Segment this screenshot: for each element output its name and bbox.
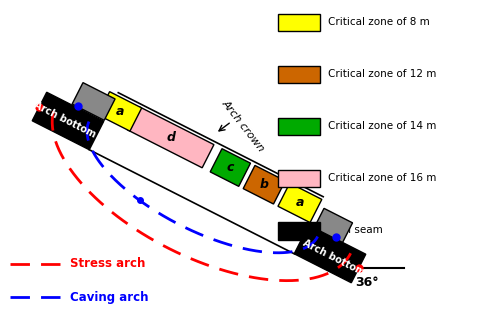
Bar xyxy=(278,66,320,83)
Text: Critical zone of 16 m: Critical zone of 16 m xyxy=(328,173,436,183)
Text: Caving arch: Caving arch xyxy=(70,291,148,304)
Text: Critical zone of 12 m: Critical zone of 12 m xyxy=(328,69,436,79)
Text: Critical zone of 14 m: Critical zone of 14 m xyxy=(328,121,436,131)
Polygon shape xyxy=(128,107,214,168)
Text: Critical zone of 8 m: Critical zone of 8 m xyxy=(328,17,429,27)
Text: b: b xyxy=(260,178,268,191)
Text: Stress arch: Stress arch xyxy=(70,257,146,270)
Bar xyxy=(278,170,320,187)
Text: 36°: 36° xyxy=(354,276,378,289)
Text: d: d xyxy=(166,131,175,144)
Text: Arch bottom: Arch bottom xyxy=(302,238,366,278)
Polygon shape xyxy=(314,208,352,243)
Polygon shape xyxy=(98,92,142,131)
Bar xyxy=(278,14,320,31)
Polygon shape xyxy=(32,92,104,150)
Polygon shape xyxy=(294,225,366,283)
Bar xyxy=(278,222,320,240)
Text: Coal seam: Coal seam xyxy=(328,225,382,235)
Bar xyxy=(278,118,320,135)
Polygon shape xyxy=(278,183,322,222)
Text: Arch crown: Arch crown xyxy=(220,98,266,153)
Text: a: a xyxy=(296,196,304,209)
Text: a: a xyxy=(116,105,124,118)
Text: Arch bottom: Arch bottom xyxy=(32,100,98,140)
Polygon shape xyxy=(72,83,115,120)
Polygon shape xyxy=(243,165,286,204)
Text: c: c xyxy=(226,161,234,174)
Polygon shape xyxy=(210,149,250,186)
